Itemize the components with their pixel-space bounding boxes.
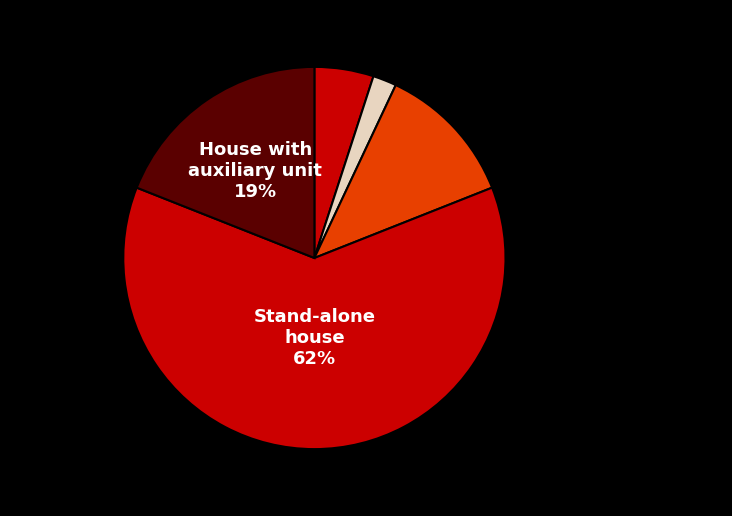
Wedge shape xyxy=(315,85,492,258)
Text: Duplex /
Townhouse
12%: Duplex / Townhouse 12% xyxy=(493,61,605,120)
Text: Stand-alone
house
62%: Stand-alone house 62% xyxy=(253,309,376,368)
Wedge shape xyxy=(315,67,373,258)
Wedge shape xyxy=(315,76,396,258)
Text: House with
auxiliary unit
19%: House with auxiliary unit 19% xyxy=(188,141,322,201)
Wedge shape xyxy=(137,67,315,258)
Wedge shape xyxy=(123,188,506,449)
